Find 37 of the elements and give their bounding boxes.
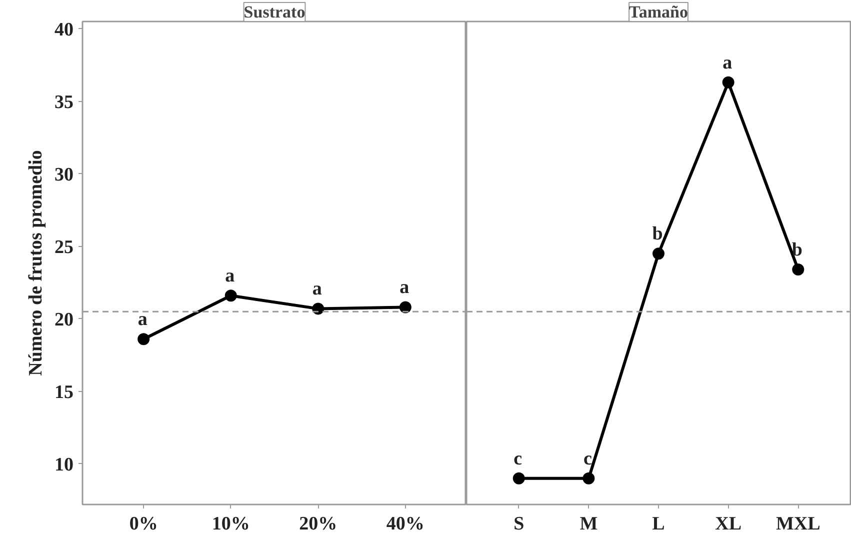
point (722, 76, 734, 88)
x-tick-label: L (652, 514, 665, 534)
point (224, 290, 237, 302)
annotation: a (138, 309, 148, 330)
x-tick-label: M (580, 514, 598, 534)
x-tick-label: S (514, 514, 524, 534)
x-tick-label: 20% (299, 514, 338, 534)
y-tick-label: 15 (54, 382, 74, 403)
annotation: a (400, 277, 410, 298)
x-tick-label: XL (715, 514, 742, 534)
y-tick-label: 35 (54, 92, 74, 113)
chart-title: Sustrato (244, 2, 306, 22)
chart-title: Tamaño (629, 2, 688, 22)
y-tick-label: 30 (54, 164, 74, 186)
x-tick-label: 40% (386, 514, 424, 534)
annotation: a (312, 278, 322, 300)
x-tick-label: 0% (129, 514, 158, 534)
point (792, 264, 804, 276)
annotation: b (652, 224, 663, 245)
annotation: a (722, 52, 733, 74)
point (399, 301, 412, 314)
annotation: a (225, 266, 236, 287)
point (582, 472, 595, 484)
y-tick-label: 20 (54, 309, 74, 330)
point (652, 248, 664, 260)
y-tick-label: 25 (54, 236, 74, 258)
point (512, 472, 525, 484)
y-tick-label: 40 (54, 19, 74, 40)
annotation: c (583, 448, 592, 470)
y-tick-label: 10 (54, 454, 74, 476)
annotation: c (514, 448, 522, 470)
point (138, 333, 150, 346)
x-tick-label: MXL (776, 514, 820, 534)
y-axis-title: Número de frutos promedio (26, 150, 46, 376)
x-tick-label: 10% (212, 514, 250, 534)
annotation: b (792, 240, 802, 261)
point (312, 302, 324, 315)
